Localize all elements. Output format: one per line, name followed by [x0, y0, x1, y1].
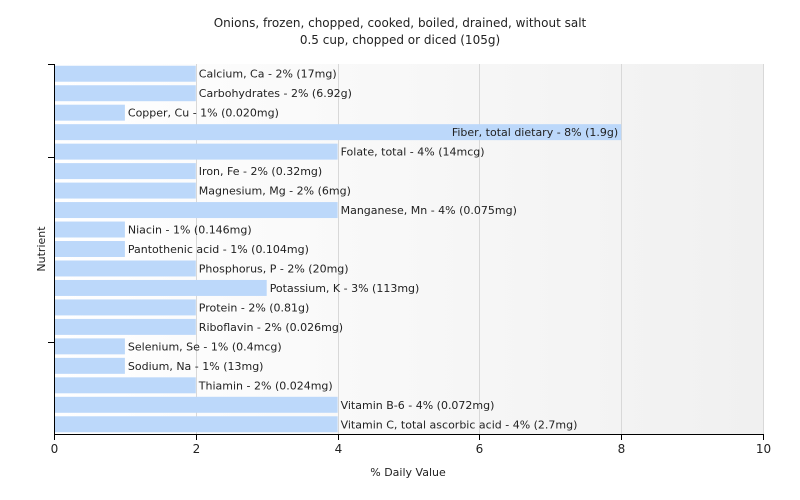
- bar-vitamin-c-total-ascorbic-acid: [55, 416, 338, 433]
- x-axis-label: % Daily Value: [370, 466, 446, 479]
- bar-magnesium-mg: [55, 182, 196, 199]
- x-tick-label: 6: [476, 442, 484, 456]
- x-tick-label: 10: [756, 442, 771, 456]
- bar-data-label: Manganese, Mn - 4% (0.075mg): [341, 204, 517, 217]
- bar-manganese-mn: [55, 202, 338, 219]
- bar-potassium-k: [55, 279, 267, 296]
- bar-selenium-se: [55, 338, 125, 355]
- x-tick-label: 0: [51, 442, 59, 456]
- bar-data-label: Niacin - 1% (0.146mg): [128, 224, 252, 237]
- bar-fiber-total-dietary: [55, 124, 622, 141]
- bar-data-label: Pantothenic acid - 1% (0.104mg): [128, 243, 309, 256]
- bar-data-label: Phosphorus, P - 2% (20mg): [199, 262, 349, 275]
- bar-data-label: Vitamin C, total ascorbic acid - 4% (2.7…: [341, 418, 578, 431]
- x-tick-label: 4: [335, 442, 343, 456]
- bar-data-label: Sodium, Na - 1% (13mg): [128, 360, 264, 373]
- bar-folate-total: [55, 143, 338, 160]
- bar-calcium-ca: [55, 65, 196, 82]
- bar-data-label: Folate, total - 4% (14mcg): [341, 146, 485, 159]
- chart-subtitle: 0.5 cup, chopped or diced (105g): [300, 33, 500, 47]
- bar-data-label: Selenium, Se - 1% (0.4mcg): [128, 340, 282, 353]
- bars: Calcium, Ca - 2% (17mg) Carbohydrates - 2…: [55, 65, 622, 433]
- bar-thiamin: [55, 377, 196, 394]
- bar-vitamin-b-6: [55, 396, 338, 413]
- bar-data-label: Thiamin - 2% (0.024mg): [198, 379, 333, 392]
- bar-sodium-na: [55, 357, 125, 374]
- bar-pantothenic-acid: [55, 241, 125, 257]
- chart-title: Onions, frozen, chopped, cooked, boiled,…: [214, 16, 587, 30]
- bar-data-label: Protein - 2% (0.81g): [199, 301, 310, 314]
- bar-carbohydrates: [55, 85, 196, 102]
- bar-niacin: [55, 221, 125, 238]
- bar-data-label: Carbohydrates - 2% (6.92g): [199, 87, 352, 100]
- x-tick-label: 2: [193, 442, 201, 456]
- bar-data-label: Magnesium, Mg - 2% (6mg): [199, 185, 351, 198]
- bar-data-label: Iron, Fe - 2% (0.32mg): [199, 165, 322, 178]
- bar-copper-cu: [55, 104, 125, 121]
- x-tick-label: 8: [618, 442, 626, 456]
- y-axis-label: Nutrient: [35, 226, 48, 272]
- bar-data-label: Potassium, K - 3% (113mg): [270, 282, 420, 295]
- axes: 0 2 4 6 8 10: [48, 64, 771, 456]
- bar-data-label: Vitamin B-6 - 4% (0.072mg): [341, 399, 495, 412]
- bar-phosphorus-p: [55, 260, 196, 277]
- bar-data-label: Calcium, Ca - 2% (17mg): [199, 68, 337, 81]
- bar-riboflavin: [55, 318, 196, 335]
- bar-data-label: Copper, Cu - 1% (0.020mg): [128, 107, 279, 120]
- bar-data-label: Riboflavin - 2% (0.026mg): [199, 321, 343, 334]
- bar-iron-fe: [55, 163, 196, 180]
- bar-data-label: Fiber, total dietary - 8% (1.9g): [452, 126, 618, 139]
- bar-protein: [55, 299, 196, 316]
